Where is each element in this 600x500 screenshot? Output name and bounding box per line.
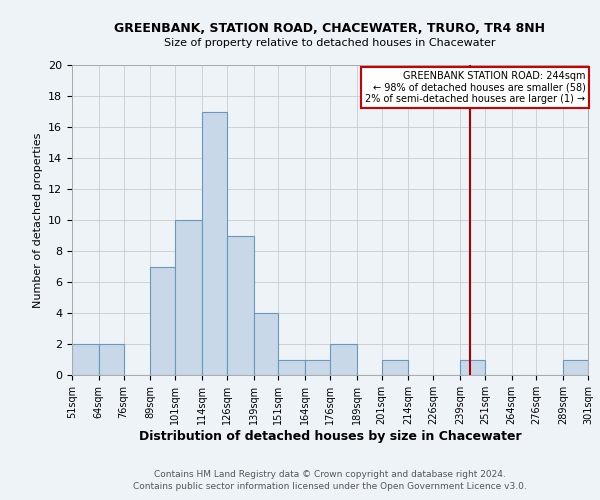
Bar	[175, 220, 202, 375]
Bar	[382, 360, 409, 375]
Bar	[254, 313, 278, 375]
Bar	[202, 112, 227, 375]
Bar	[330, 344, 357, 375]
Bar	[151, 266, 175, 375]
Text: Contains HM Land Registry data © Crown copyright and database right 2024.: Contains HM Land Registry data © Crown c…	[154, 470, 506, 479]
Text: Contains public sector information licensed under the Open Government Licence v3: Contains public sector information licen…	[133, 482, 527, 491]
Bar	[563, 360, 588, 375]
Bar	[227, 236, 254, 375]
Text: GREENBANK, STATION ROAD, CHACEWATER, TRURO, TR4 8NH: GREENBANK, STATION ROAD, CHACEWATER, TRU…	[115, 22, 545, 36]
Bar	[72, 344, 99, 375]
Bar	[99, 344, 124, 375]
Y-axis label: Number of detached properties: Number of detached properties	[32, 132, 43, 308]
Text: Size of property relative to detached houses in Chacewater: Size of property relative to detached ho…	[164, 38, 496, 48]
X-axis label: Distribution of detached houses by size in Chacewater: Distribution of detached houses by size …	[139, 430, 521, 442]
Bar	[460, 360, 485, 375]
Bar	[305, 360, 330, 375]
Text: GREENBANK STATION ROAD: 244sqm
← 98% of detached houses are smaller (58)
2% of s: GREENBANK STATION ROAD: 244sqm ← 98% of …	[365, 71, 586, 104]
Bar	[278, 360, 305, 375]
